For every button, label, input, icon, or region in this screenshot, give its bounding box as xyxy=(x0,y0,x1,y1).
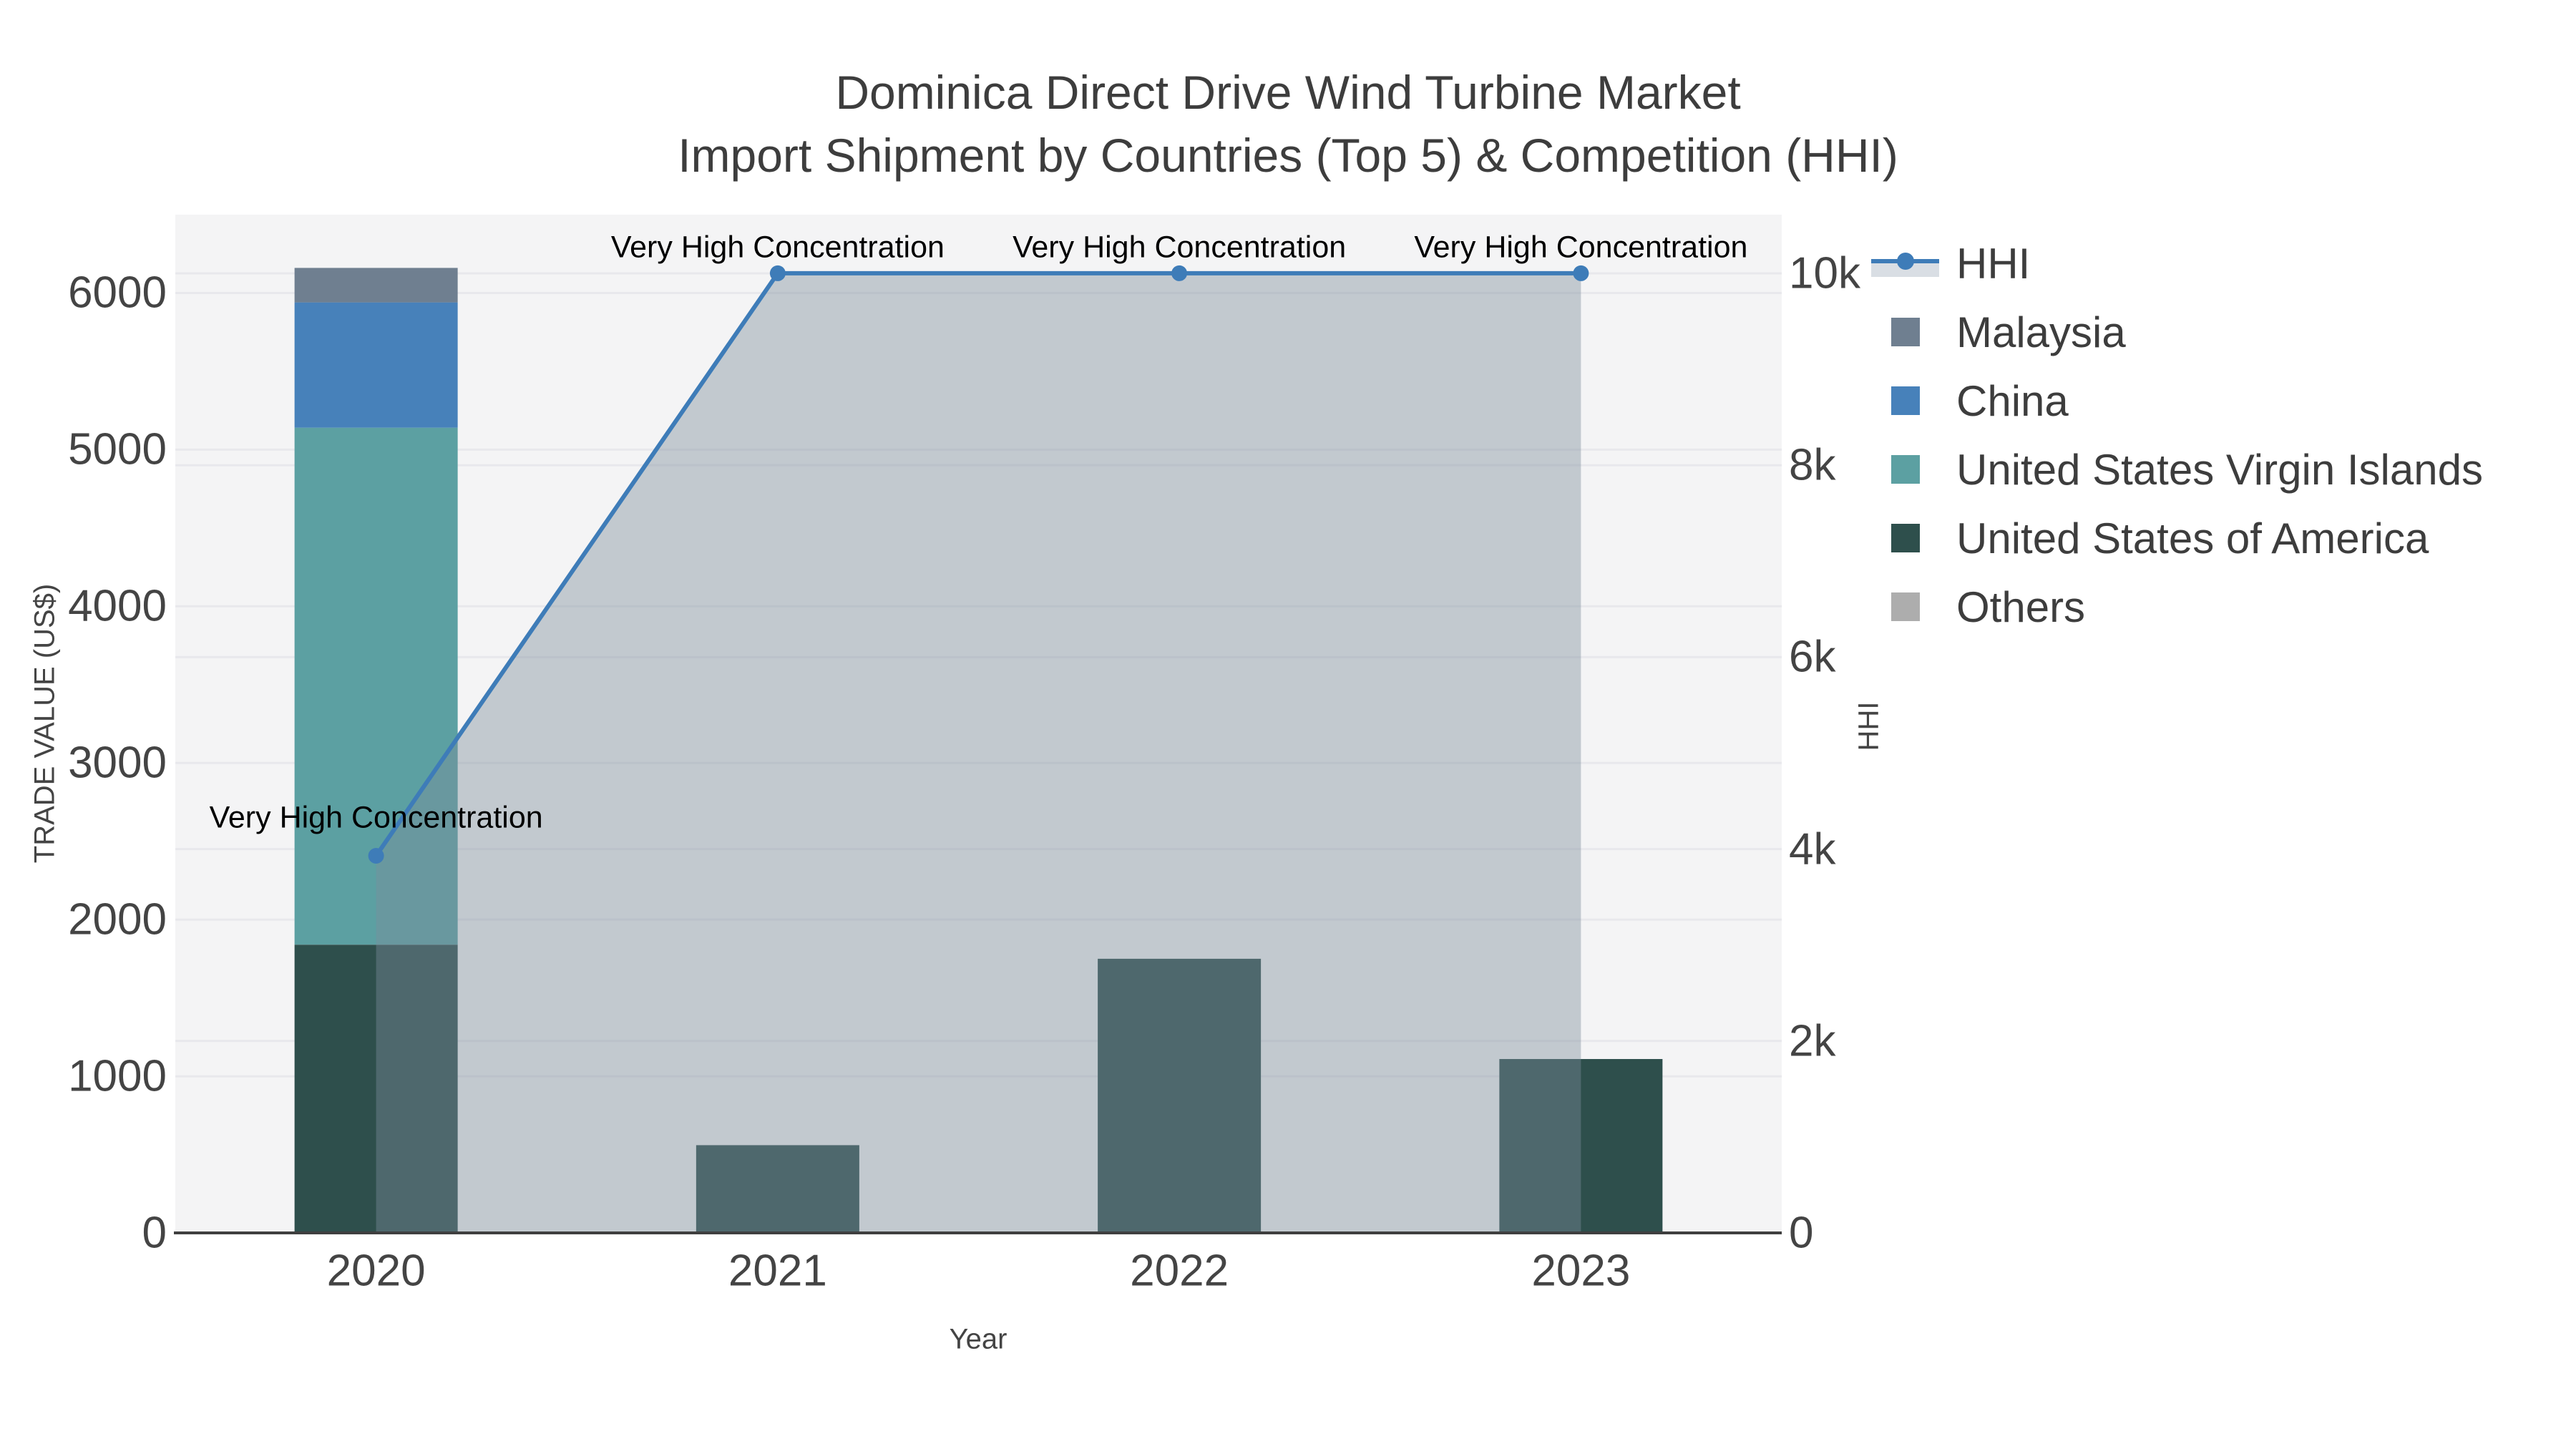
legend-label: HHI xyxy=(1956,239,2031,288)
x-tick: 2020 xyxy=(326,1246,426,1296)
annotation-2022: Very High Concentration xyxy=(1013,230,1347,265)
x-tick: 2023 xyxy=(1531,1246,1631,1296)
legend-label: Malaysia xyxy=(1956,308,2126,356)
bar-segment-united-states-of-america xyxy=(294,945,458,1233)
y-left-tick: 1000 xyxy=(68,1051,167,1101)
y-left-tick: 2000 xyxy=(68,894,167,945)
y-left-tick: 4000 xyxy=(68,581,167,631)
y-left-tick: 0 xyxy=(142,1208,167,1258)
chart-title-line2: Import Shipment by Countries (Top 5) & C… xyxy=(678,129,1898,182)
legend-label: United States of America xyxy=(1956,514,2429,562)
legend-item-others[interactable]: Others xyxy=(1871,572,2483,641)
legend: HHI Malaysia China United States Virgin … xyxy=(1871,229,2483,641)
bar-segment-united-states-of-america xyxy=(696,1145,859,1233)
china-swatch-icon xyxy=(1890,386,1920,415)
x-tick: 2022 xyxy=(1130,1246,1229,1296)
y-right-tick: 8k xyxy=(1789,440,1836,490)
bar-segment-united-states-of-america xyxy=(1098,958,1262,1233)
legend-item-usvi[interactable]: United States Virgin Islands xyxy=(1871,435,2483,504)
legend-item-malaysia[interactable]: Malaysia xyxy=(1871,298,2483,366)
y-right-tick: 4k xyxy=(1789,824,1836,874)
bar-segment-china xyxy=(294,302,458,428)
y-right-tick: 0 xyxy=(1789,1208,1814,1258)
legend-label: China xyxy=(1956,376,2069,425)
y-right-tick: 6k xyxy=(1789,632,1836,682)
usa-swatch-icon xyxy=(1890,524,1920,552)
y-left-tick: 5000 xyxy=(68,424,167,474)
y-right-tick: 10k xyxy=(1789,248,1860,298)
y-axis-title-right: HHI xyxy=(1853,701,1885,751)
hhi-area xyxy=(376,273,1581,1233)
hhi-marker xyxy=(1171,265,1188,281)
malaysia-swatch-icon xyxy=(1890,318,1920,346)
hhi-line xyxy=(374,270,1581,857)
bar-segment-malaysia xyxy=(294,268,458,303)
chart-title-line1: Dominica Direct Drive Wind Turbine Marke… xyxy=(835,66,1741,119)
hhi-marker xyxy=(368,848,384,864)
annotation-2021: Very High Concentration xyxy=(610,230,945,265)
bar-segment-united-states-of-america xyxy=(1499,1059,1663,1233)
y-axis-title-left: TRADE VALUE (US$) xyxy=(29,583,61,864)
x-tick: 2021 xyxy=(728,1246,827,1296)
x-axis-title: Year xyxy=(949,1323,1008,1355)
legend-item-usa[interactable]: United States of America xyxy=(1871,504,2483,572)
y-right-tick: 2k xyxy=(1789,1016,1836,1066)
annotation-2020: Very High Concentration xyxy=(209,800,543,835)
hhi-marker xyxy=(1573,265,1589,281)
legend-item-hhi[interactable]: HHI xyxy=(1871,229,2483,298)
others-swatch-icon xyxy=(1890,592,1920,621)
chart-title: Dominica Direct Drive Wind Turbine Marke… xyxy=(0,61,2576,187)
hhi-line-swatch-icon xyxy=(1871,247,1939,280)
usvi-swatch-icon xyxy=(1890,455,1920,484)
annotation-2023: Very High Concentration xyxy=(1414,230,1748,265)
hhi-marker xyxy=(769,265,786,281)
legend-label: United States Virgin Islands xyxy=(1956,445,2483,494)
y-left-tick: 6000 xyxy=(68,268,167,318)
legend-label: Others xyxy=(1956,582,2086,631)
y-left-tick: 3000 xyxy=(68,738,167,788)
legend-item-china[interactable]: China xyxy=(1871,366,2483,435)
